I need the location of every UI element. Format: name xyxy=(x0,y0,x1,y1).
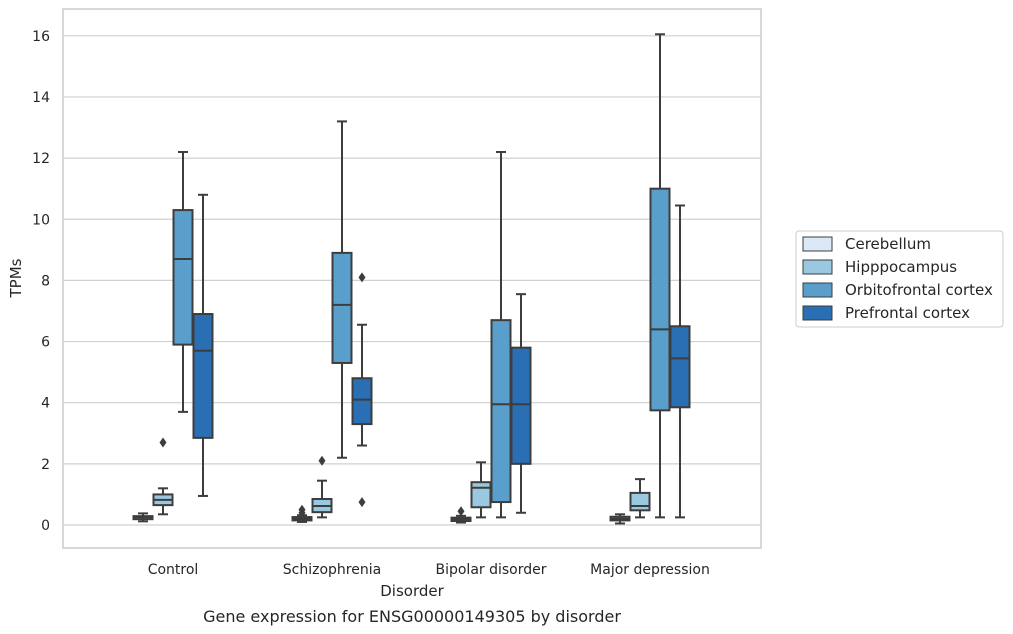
legend-label: Orbitofrontal cortex xyxy=(845,281,993,299)
y-tick-label: 8 xyxy=(41,273,50,289)
box-iqr xyxy=(649,187,671,412)
plot-frame xyxy=(62,8,762,549)
y-tick-label: 10 xyxy=(32,212,50,228)
legend-swatch xyxy=(802,282,833,298)
box-iqr xyxy=(192,313,214,439)
legend-label: Hipppocampus xyxy=(845,258,957,276)
legend-label: Cerebellum xyxy=(845,235,931,253)
box-group xyxy=(470,461,492,519)
legend-frame xyxy=(795,230,1004,328)
y-tick-label: 14 xyxy=(32,90,50,106)
box-group xyxy=(192,193,214,497)
x-tick-label: Control xyxy=(148,562,199,578)
chart-caption: Gene expression for ENSG00000149305 by d… xyxy=(203,607,621,626)
box-group xyxy=(510,293,532,514)
legend: Cerebellum Hipppocampus Orbitofrontal cort… xyxy=(795,230,1004,328)
box-group xyxy=(172,150,194,413)
box-group xyxy=(351,272,373,508)
boxes xyxy=(132,33,691,525)
y-tick-label: 4 xyxy=(41,396,50,412)
y-tick-labels: 0 2 4 6 8 10 12 14 16 xyxy=(32,29,50,534)
box-group xyxy=(331,120,353,459)
y-tick-label: 6 xyxy=(41,335,50,351)
box-iqr xyxy=(669,325,691,409)
box-group xyxy=(649,33,671,519)
box-iqr xyxy=(470,481,492,509)
box-iqr xyxy=(490,319,512,504)
y-tick-label: 16 xyxy=(32,29,50,45)
x-tick-label: Schizophrenia xyxy=(283,562,381,578)
box-group xyxy=(311,455,333,519)
box-group xyxy=(152,437,174,516)
box-group xyxy=(291,504,313,523)
x-tick-label: Major depression xyxy=(590,562,710,578)
legend-label: Prefrontal cortex xyxy=(845,304,970,322)
x-tick-label: Bipolar disorder xyxy=(435,562,546,578)
box-iqr xyxy=(172,209,194,346)
box-iqr xyxy=(510,346,532,465)
x-axis-title: Disorder xyxy=(380,582,444,600)
y-tick-label: 2 xyxy=(41,457,50,473)
box-group xyxy=(609,513,631,525)
outlier-marker xyxy=(358,497,366,508)
outlier-marker xyxy=(457,506,465,517)
box-group xyxy=(669,204,691,519)
outlier-marker xyxy=(159,437,167,448)
y-tick-label: 12 xyxy=(32,151,50,167)
x-tick-labels: Control Schizophrenia Bipolar disorder Majo… xyxy=(148,562,710,578)
outlier-marker xyxy=(358,272,366,283)
box-group xyxy=(450,506,472,524)
legend-swatch xyxy=(802,305,833,321)
box-iqr xyxy=(351,377,373,426)
box-group xyxy=(629,478,651,519)
box-group xyxy=(490,150,512,519)
legend-swatch xyxy=(802,236,833,252)
y-axis-title: TPMs xyxy=(7,258,25,298)
outlier-marker xyxy=(318,455,326,466)
box-iqr xyxy=(629,491,651,512)
y-tick-label: 0 xyxy=(41,518,50,534)
outlier-marker xyxy=(298,507,306,518)
legend-swatch xyxy=(802,259,833,275)
box-group xyxy=(132,512,154,523)
box-iqr xyxy=(331,251,353,364)
